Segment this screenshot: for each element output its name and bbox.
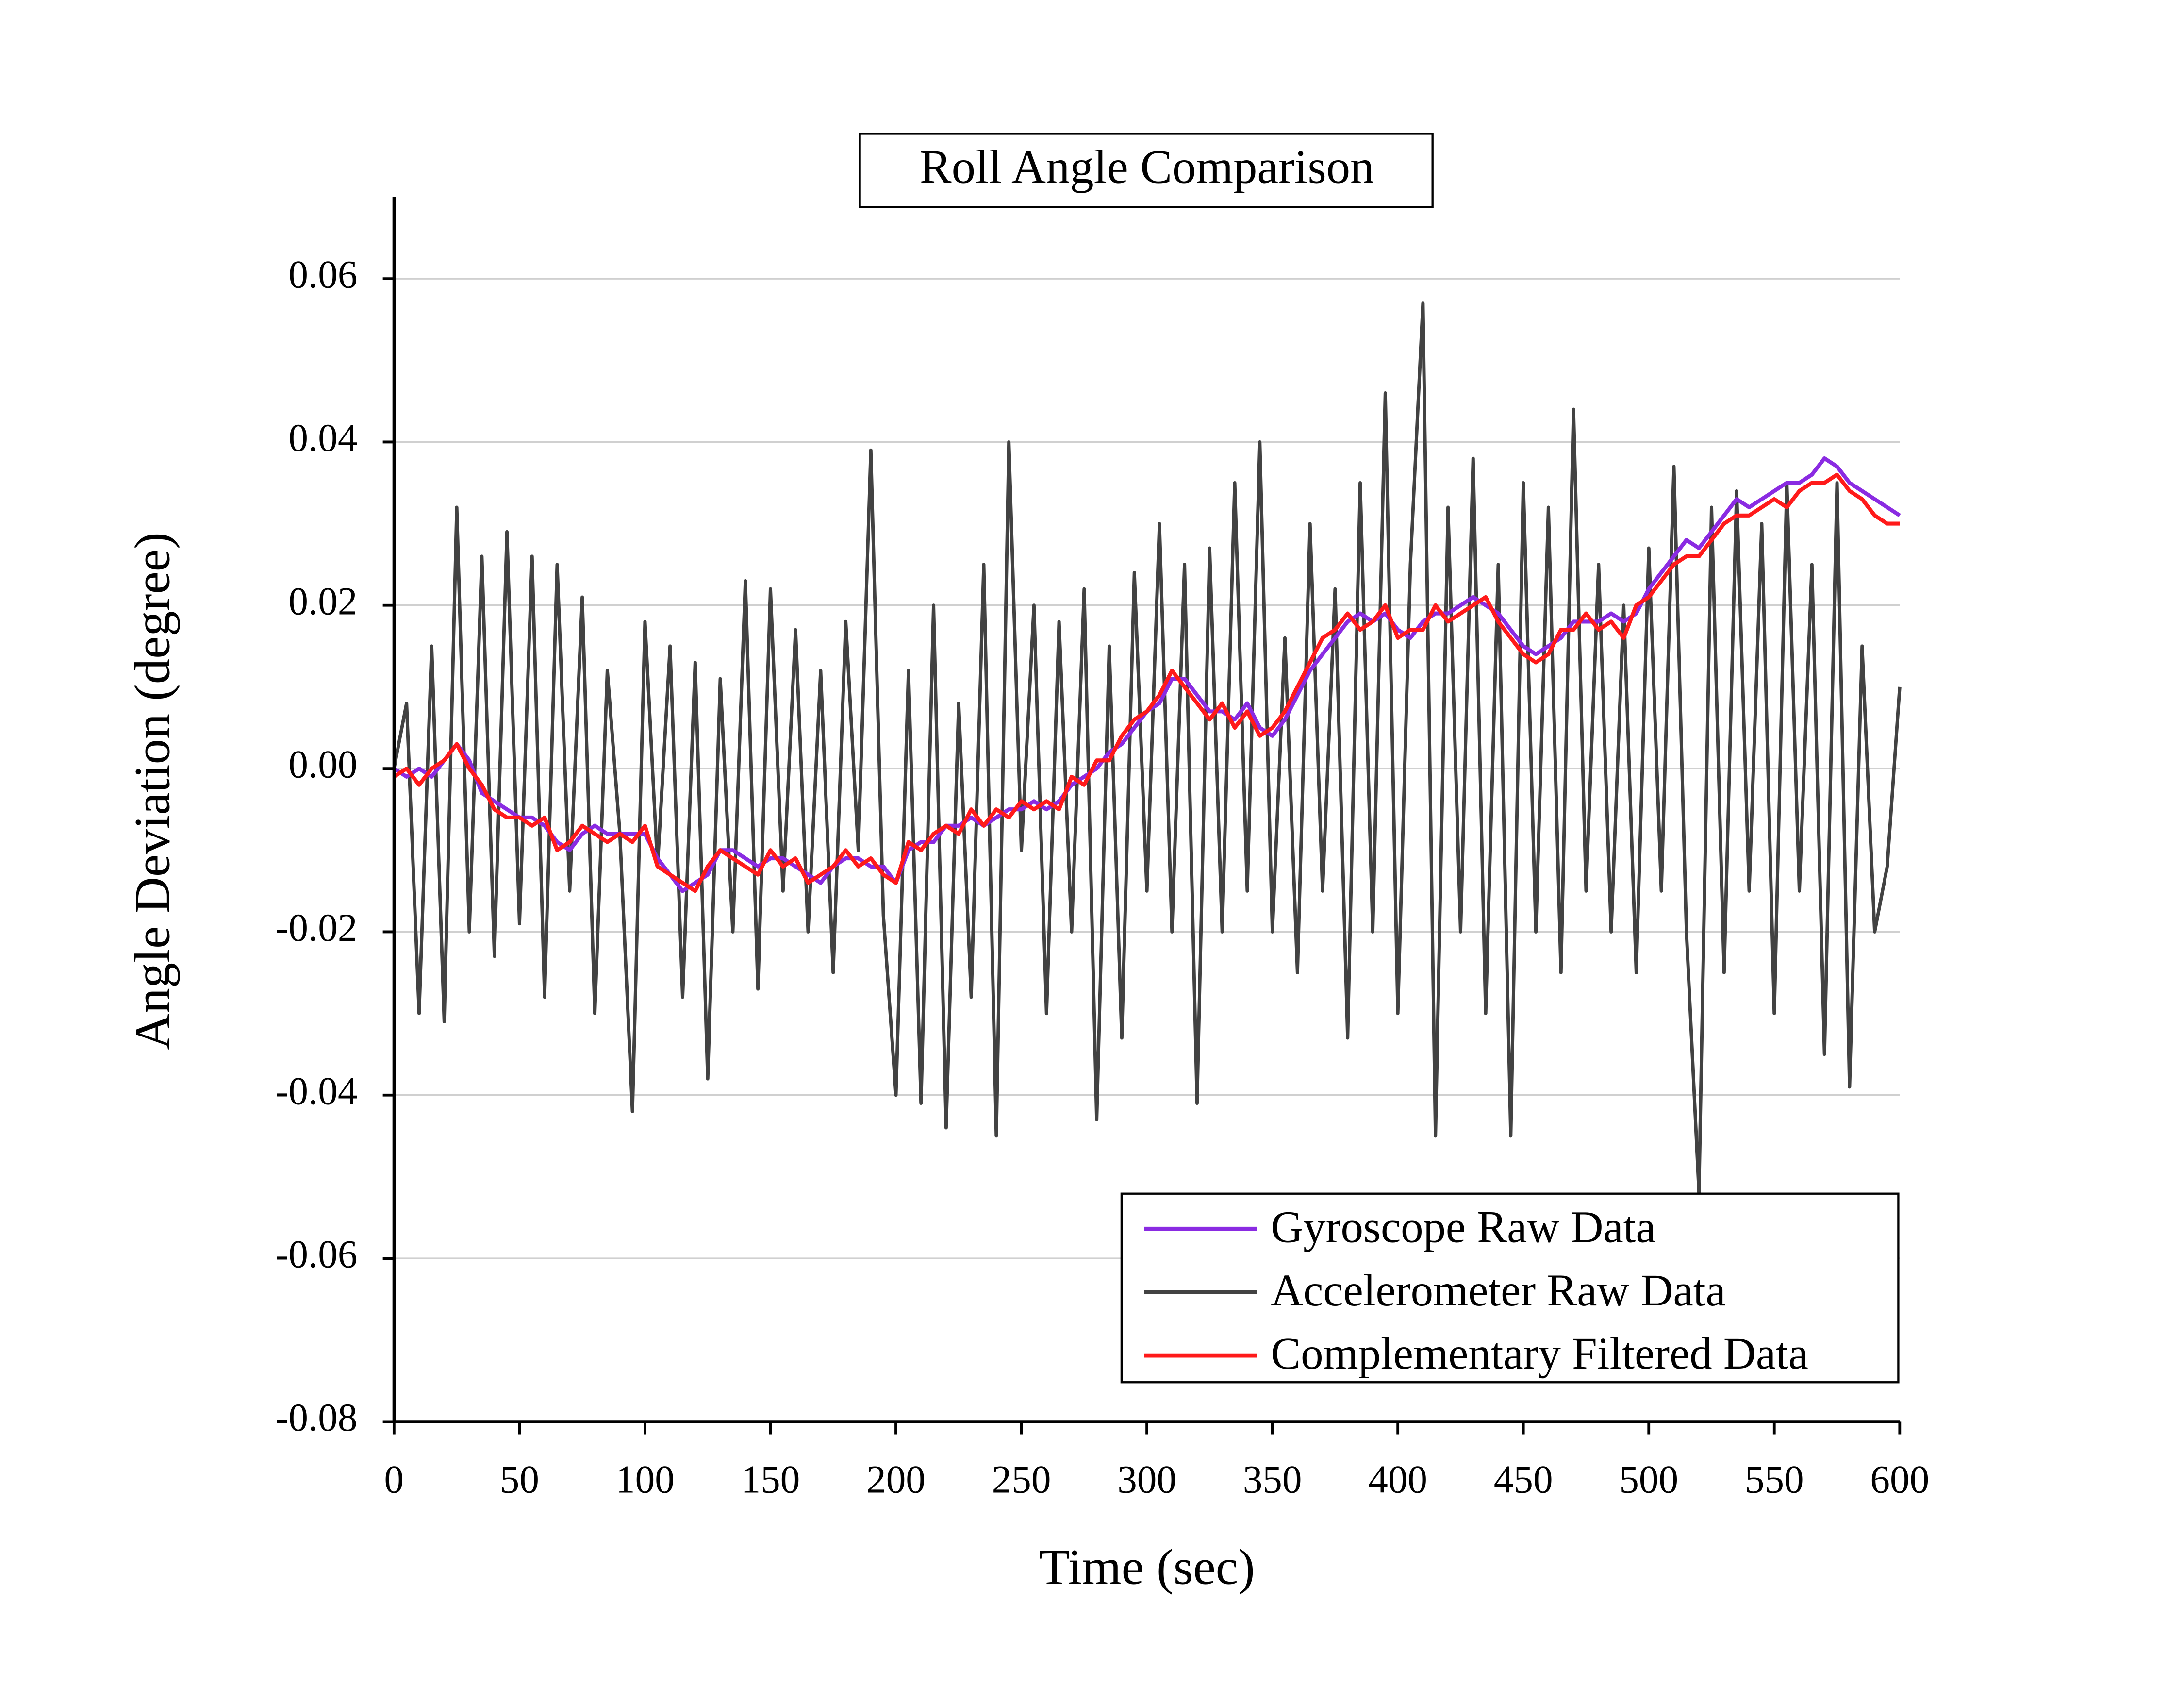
- x-tick-label: 600: [1870, 1458, 1929, 1502]
- y-axis-title: Angle Deviation (degree): [124, 532, 181, 1050]
- legend-label: Accelerometer Raw Data: [1271, 1266, 1725, 1316]
- y-tick-label: -0.02: [275, 906, 357, 950]
- x-tick-label: 150: [741, 1458, 800, 1502]
- y-tick-label: -0.04: [275, 1069, 357, 1113]
- legend: Gyroscope Raw Data Accelerometer Raw Data…: [1120, 1192, 1900, 1384]
- y-tick-label: 0.02: [288, 579, 357, 623]
- legend-box: [1120, 1192, 1900, 1384]
- x-axis-title: Time (sec): [1039, 1539, 1255, 1595]
- x-tick-label: 100: [615, 1458, 675, 1502]
- series-line: [393, 472, 1900, 893]
- x-tick-label: 0: [384, 1458, 404, 1502]
- legend-label: Complementary Filtered Data: [1271, 1329, 1808, 1379]
- x-tick-label: 400: [1368, 1458, 1427, 1502]
- y-tick-label: 0.00: [288, 743, 357, 786]
- x-tick-label: 250: [992, 1458, 1051, 1502]
- y-tick-label: -0.06: [275, 1233, 357, 1276]
- title-box: [859, 133, 1434, 208]
- y-tick-label: 0.06: [288, 253, 357, 297]
- axes: -0.08 -0.06 -0.04 -0.02 0.00 0.02 0.04 0.06 0 50 1…: [275, 197, 1929, 1502]
- x-tick-label: 50: [500, 1458, 539, 1502]
- legend-label: Gyroscope Raw Data: [1271, 1202, 1655, 1252]
- x-tick-label: 500: [1619, 1458, 1678, 1502]
- y-tick-label: 0.04: [288, 416, 357, 460]
- x-tick-label: 350: [1243, 1458, 1302, 1502]
- x-tick-label: 300: [1117, 1458, 1176, 1502]
- x-tick-label: 200: [866, 1458, 926, 1502]
- series-line: [392, 301, 1902, 1195]
- chart-title: Roll Angle Comparison: [920, 140, 1374, 193]
- y-tick-label: -0.08: [275, 1396, 357, 1439]
- x-tick-label: 550: [1745, 1458, 1804, 1502]
- x-tick-label: 450: [1494, 1458, 1553, 1502]
- plot-lines: [392, 301, 1902, 1195]
